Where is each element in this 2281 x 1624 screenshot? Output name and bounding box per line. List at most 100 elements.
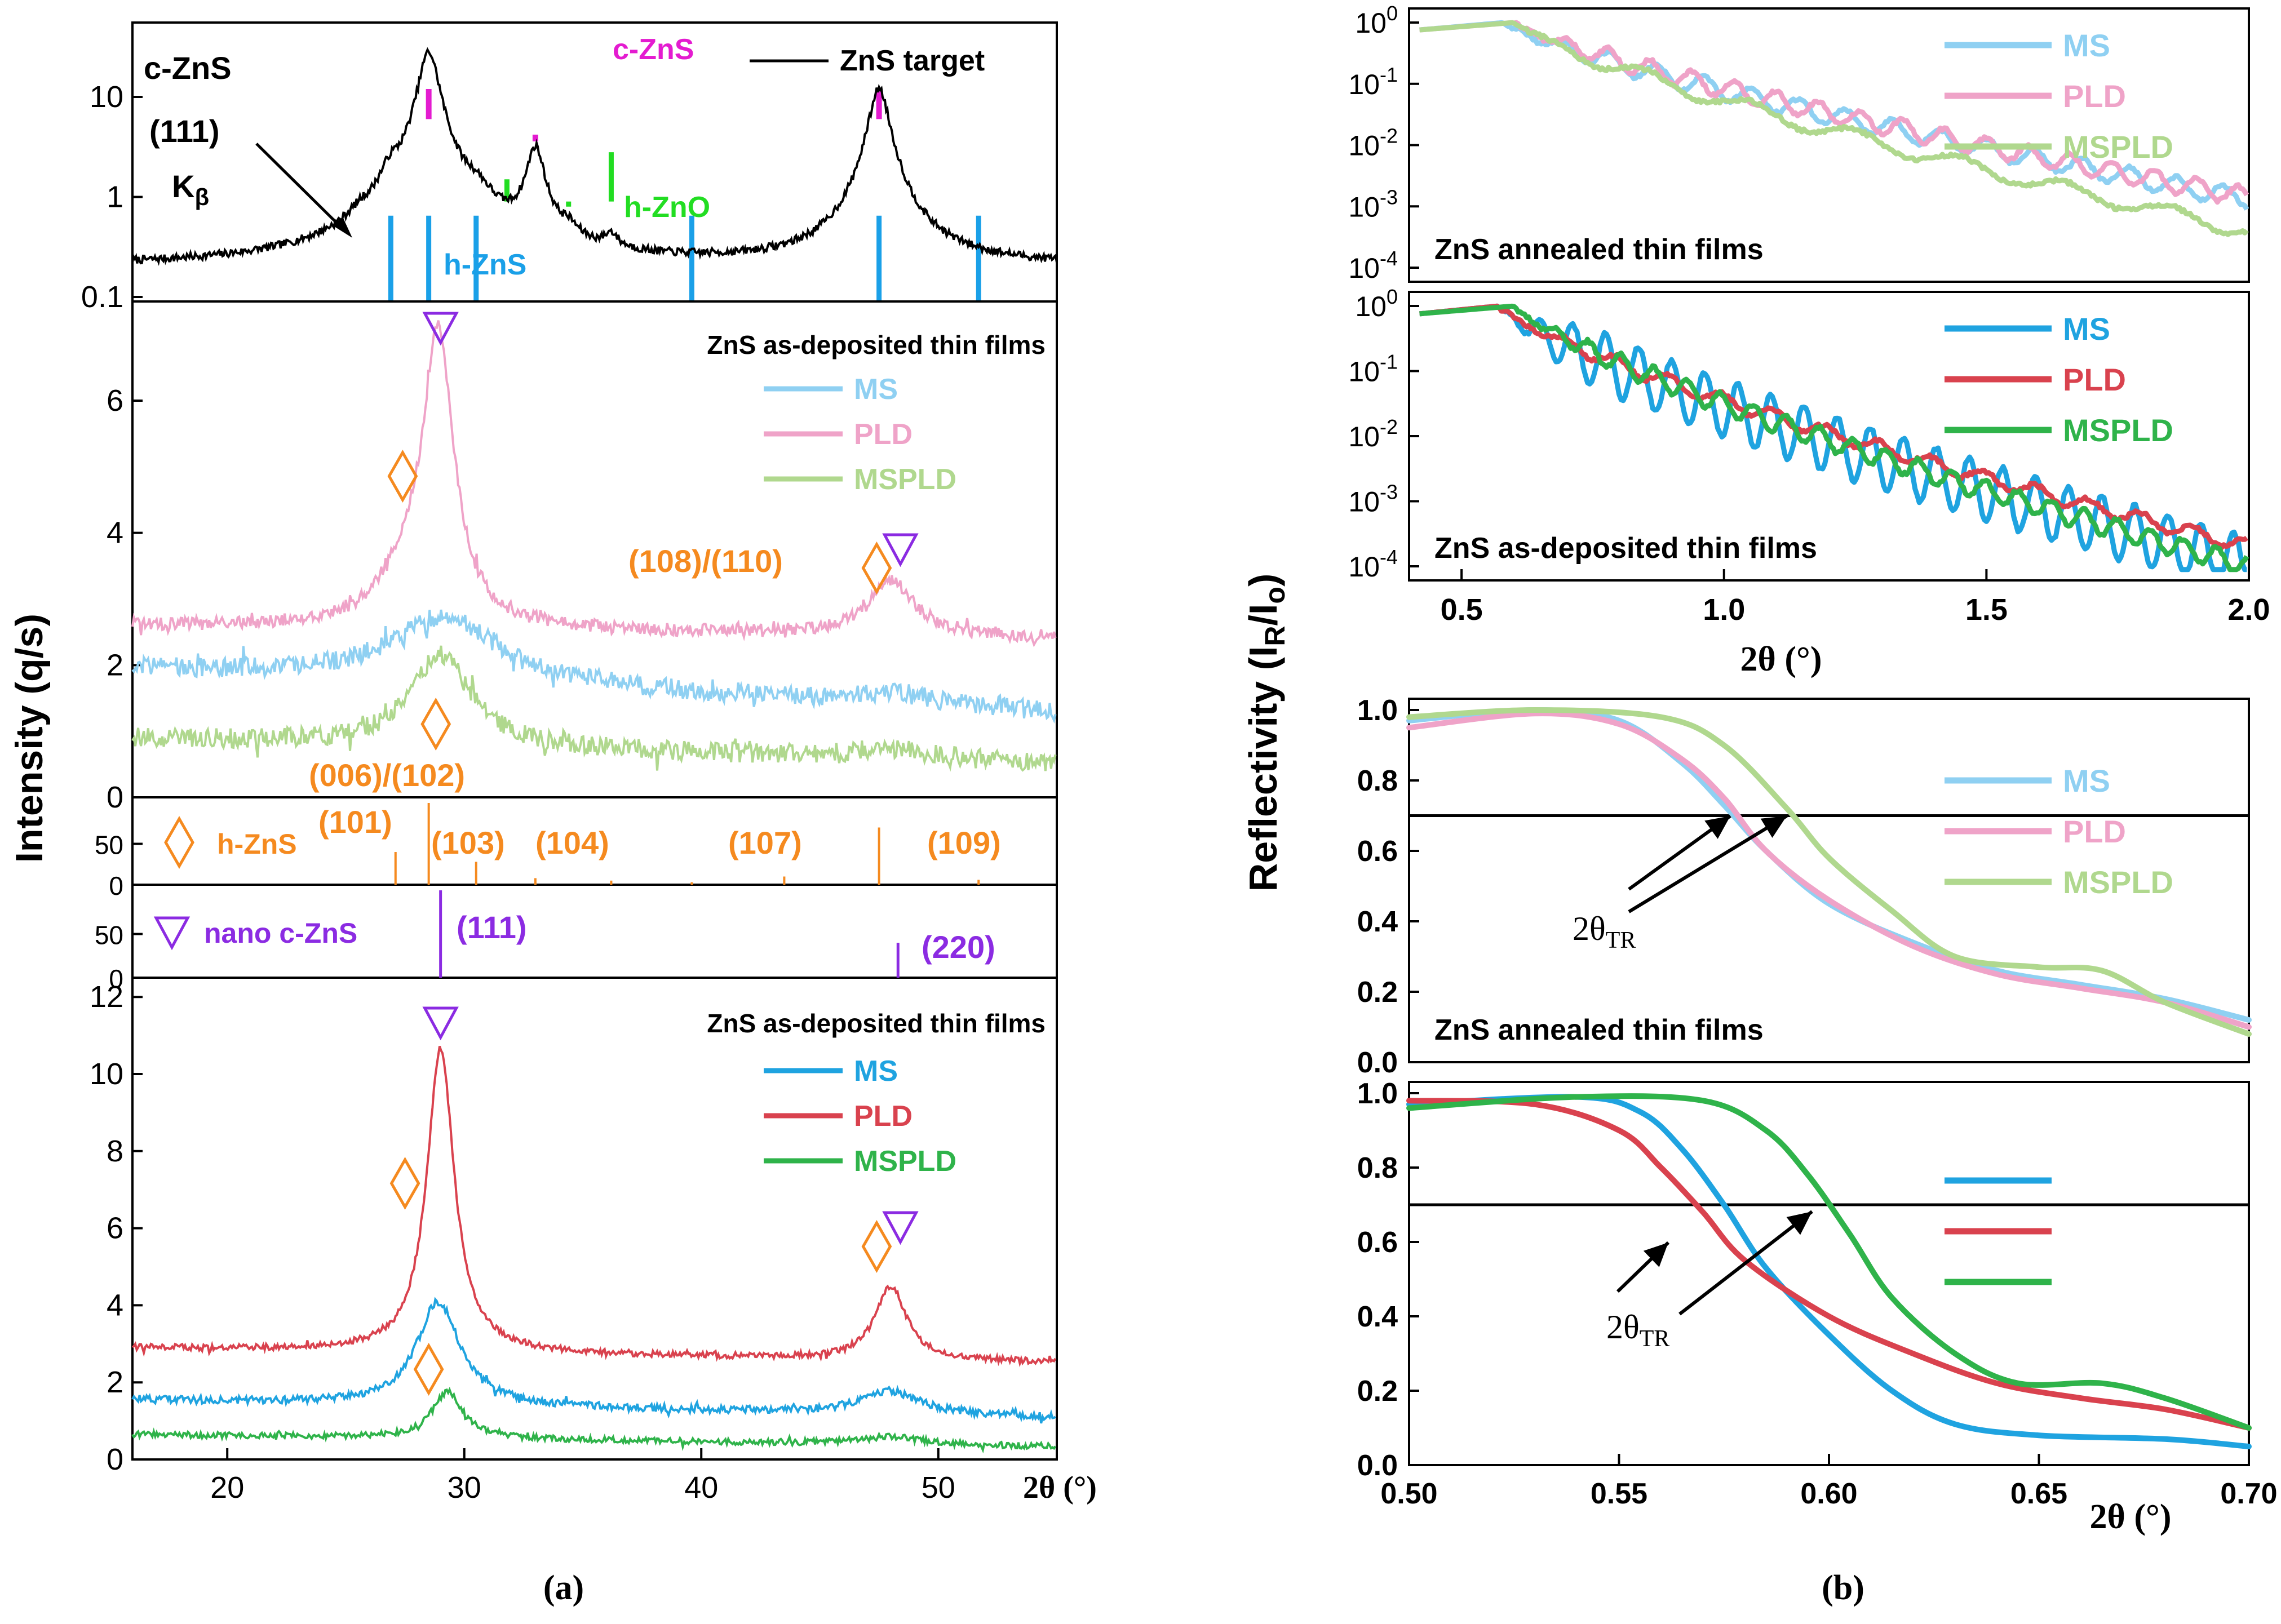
a3-ytick-label: 50 xyxy=(95,831,123,860)
b3-ytick-label: 1.0 xyxy=(1357,694,1398,727)
b1-ytick-base: 10 xyxy=(1348,69,1380,100)
a4-legend-label: nano c-ZnS xyxy=(204,917,357,949)
b2-series-pld xyxy=(1419,303,2249,551)
b4-tr-label-sub: TR xyxy=(1640,1326,1670,1352)
b1-ytick-base: 10 xyxy=(1348,130,1380,162)
annot-h-zns: h-ZnS xyxy=(444,249,526,281)
b4-tr-arrow-line xyxy=(1678,1210,1813,1316)
b3-ytick-label: 0.0 xyxy=(1357,1046,1398,1079)
b2-ytick-exp: -2 xyxy=(1380,415,1398,438)
b-ylabel-mid: /I xyxy=(1241,604,1285,626)
b1-ytick-label: 100 xyxy=(1355,2,1398,39)
b1-ytick-base: 10 xyxy=(1355,7,1387,39)
panel-label-a: (a) xyxy=(543,1569,584,1607)
a2-ytick-label: 2 xyxy=(107,648,123,682)
b1-ytick-label: 10-4 xyxy=(1348,247,1398,284)
b3-tr-label: 2θTR xyxy=(1573,910,1636,953)
b1-legend-label-pld: PLD xyxy=(2063,78,2126,114)
series-zns-target xyxy=(131,47,1058,266)
a5-series-ms xyxy=(131,1297,1056,1424)
b1-ytick-label: 10-2 xyxy=(1348,125,1398,162)
a3-ytick-label: 0 xyxy=(109,871,123,900)
panel-label-b: (b) xyxy=(1822,1569,1864,1607)
b2-series-mspld xyxy=(1419,303,2249,573)
b1-title: ZnS annealed thin films xyxy=(1434,233,1764,266)
b-bot-xtick-label: 0.70 xyxy=(2220,1477,2277,1510)
annot-c-zns-111: (111) xyxy=(149,113,220,149)
a-xtick-label: 20 xyxy=(210,1471,244,1505)
b1-ytick-exp: -1 xyxy=(1380,63,1398,86)
a5-series-pld xyxy=(131,1045,1057,1368)
b4-ytick-label: 0.2 xyxy=(1357,1375,1398,1408)
a5-marker-triangle-111 xyxy=(422,1006,459,1041)
a2-marker-triangle-220 xyxy=(882,533,919,567)
b4-series-pld xyxy=(1406,1098,2252,1431)
a2-series-mspld xyxy=(131,645,1057,772)
b-top-xtick-label: 1.5 xyxy=(1965,593,2008,627)
b3-ytick-label: 0.8 xyxy=(1357,765,1398,797)
b-bot-xtick-label: 0.55 xyxy=(1591,1477,1647,1510)
subplot-frame-a2 xyxy=(131,300,1058,798)
b-top-xtick-label: 0.5 xyxy=(1441,593,1483,627)
a5-ytick-label: 8 xyxy=(107,1134,123,1168)
b2-ytick-exp: -4 xyxy=(1380,545,1398,569)
a2-marker-diamond-2 xyxy=(420,697,451,751)
b-bot-xlabel: 2θ (°) xyxy=(2090,1498,2172,1536)
b2-ytick-base: 10 xyxy=(1348,421,1380,452)
annot-103: (103) xyxy=(431,825,505,860)
b1-ytick-exp: -2 xyxy=(1380,125,1398,148)
a5-legend-label-pld: PLD xyxy=(854,1100,913,1133)
a2-marker-diamond-1 xyxy=(387,449,418,503)
b-bot-xtick-label: 0.50 xyxy=(1380,1477,1437,1510)
b-ylabel-main: Reflectivity (I xyxy=(1241,646,1285,892)
annot-101: (101) xyxy=(318,804,392,840)
b-top-xtick-label: 2.0 xyxy=(2227,593,2270,627)
annot-006-102: (006)/(102) xyxy=(309,757,465,793)
b3-ytick-label: 0.6 xyxy=(1357,835,1398,868)
b3-tr-arrow-head xyxy=(1704,816,1730,839)
b-ylabel-sub2: o xyxy=(1259,587,1291,604)
a2-marker-diamond-3 xyxy=(861,541,892,595)
b3-legend-label-pld: PLD xyxy=(2063,814,2126,849)
b-bot-xtick-label: 0.65 xyxy=(2010,1477,2067,1510)
b2-series-ms xyxy=(1419,303,2248,573)
b-ylabel-sub1: R xyxy=(1259,625,1291,646)
annot-k-beta: Kβ xyxy=(172,168,209,210)
a5-marker-diamond-3 xyxy=(861,1219,892,1274)
legend-label-zns-target: ZnS target xyxy=(840,45,985,77)
annot-k-beta-main: K xyxy=(172,168,194,204)
annot-k-beta-sub: β xyxy=(194,184,209,210)
b3-series-mspld xyxy=(1406,707,2252,1037)
subplot-frame-a5 xyxy=(131,977,1058,1461)
b2-ytick-base: 10 xyxy=(1348,486,1380,518)
a4-legend-triangle xyxy=(153,916,191,951)
a2-series-ms xyxy=(131,609,1057,724)
annot-111: (111) xyxy=(457,909,527,945)
b3-ytick-label: 0.4 xyxy=(1357,906,1398,938)
annot-104: (104) xyxy=(535,825,609,860)
a2-ytick-label: 0 xyxy=(107,780,123,814)
annot-c-zns-ref: c-ZnS xyxy=(613,33,694,66)
annot-c-zns: c-ZnS xyxy=(144,50,232,86)
b4-ytick-label: 0.0 xyxy=(1357,1449,1398,1482)
a5-title: ZnS as-deposited thin films xyxy=(707,1009,1046,1038)
a5-ytick-label: 4 xyxy=(107,1288,123,1322)
a5-legend-label-ms: MS xyxy=(854,1055,898,1088)
a-xlabel: 2θ (°) xyxy=(1023,1470,1097,1505)
b3-tr-arrow-head xyxy=(1760,816,1787,838)
b1-ytick-label: 10-3 xyxy=(1348,185,1398,223)
b1-ytick-exp: -4 xyxy=(1380,247,1398,270)
b3-series-pld xyxy=(1406,711,2252,1030)
b-ylabel: Reflectivity (IR/Io) xyxy=(1241,574,1291,892)
a3-legend-label: h-ZnS xyxy=(217,828,297,860)
b4-tr-arrow-head xyxy=(1786,1212,1812,1235)
a-xtick-label: 40 xyxy=(684,1471,718,1505)
annot-arrow-head xyxy=(333,217,352,238)
a5-ytick-label: 10 xyxy=(90,1057,123,1091)
b2-ytick-base: 10 xyxy=(1348,551,1380,583)
a2-title: ZnS as-deposited thin films xyxy=(707,330,1046,360)
b2-ytick-label: 10-4 xyxy=(1348,545,1398,583)
b4-series-mspld xyxy=(1406,1093,2252,1431)
a5-ytick-label: 2 xyxy=(107,1365,123,1399)
